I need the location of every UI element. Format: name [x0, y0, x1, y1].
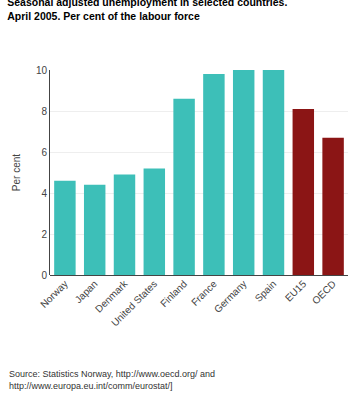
svg-text:2: 2	[41, 229, 47, 240]
svg-text:Germany: Germany	[212, 278, 249, 315]
svg-text:4: 4	[41, 188, 47, 199]
svg-text:0: 0	[41, 270, 47, 281]
svg-text:Finland: Finland	[158, 278, 189, 309]
svg-text:Japan: Japan	[73, 278, 100, 305]
svg-text:France: France	[189, 278, 219, 308]
svg-text:8: 8	[41, 106, 47, 117]
svg-text:OECD: OECD	[310, 278, 338, 306]
svg-text:10: 10	[36, 65, 48, 76]
svg-text:EU15: EU15	[283, 278, 309, 304]
svg-text:6: 6	[41, 147, 47, 158]
svg-text:Seasonal adjusted unemployment: Seasonal adjusted unemployment in select…	[7, 0, 287, 22]
svg-text:Norway: Norway	[38, 278, 70, 310]
svg-text:Per cent: Per cent	[11, 154, 22, 191]
svg-text:United States: United States	[109, 278, 159, 328]
svg-text:Spain: Spain	[253, 278, 279, 304]
svg-text:Source: Statistics Norway, htt: Source: Statistics Norway, http://www.oe…	[9, 369, 215, 391]
svg-text:Denmark: Denmark	[93, 277, 130, 314]
